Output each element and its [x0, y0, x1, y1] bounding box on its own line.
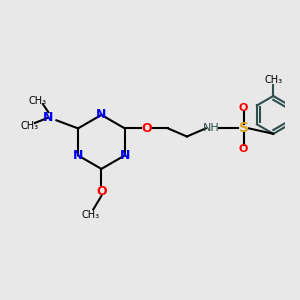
Text: S: S — [238, 122, 249, 135]
Text: CH₃: CH₃ — [28, 96, 46, 106]
Text: O: O — [239, 144, 248, 154]
Text: CH₃: CH₃ — [20, 121, 38, 131]
Text: N: N — [43, 111, 53, 124]
Text: CH₃: CH₃ — [264, 75, 282, 85]
Text: N: N — [73, 149, 83, 162]
Text: O: O — [239, 103, 248, 113]
Text: O: O — [141, 122, 152, 135]
Text: CH₃: CH₃ — [82, 210, 100, 220]
Text: N: N — [96, 108, 106, 122]
Text: O: O — [96, 185, 107, 198]
Text: N: N — [120, 149, 130, 162]
Text: NH: NH — [203, 123, 220, 134]
